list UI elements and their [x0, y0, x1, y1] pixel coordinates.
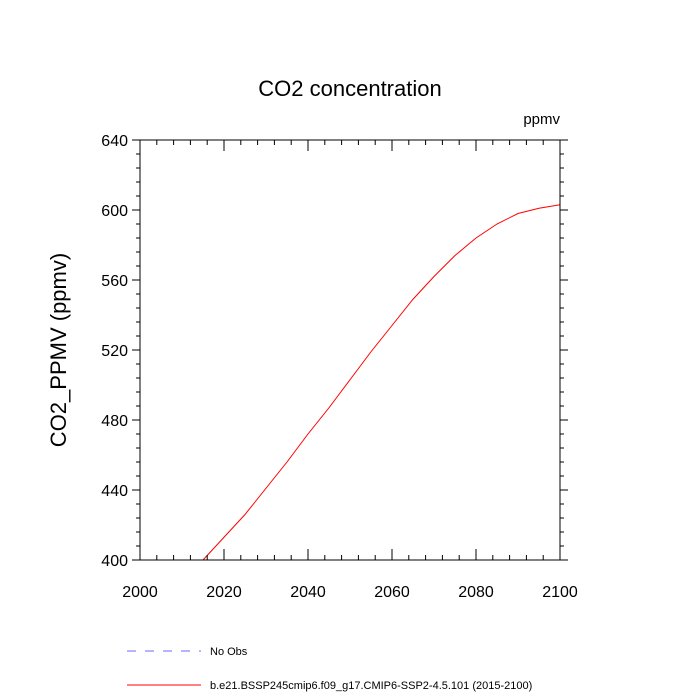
y-tick-label: 480 — [101, 413, 128, 430]
legend: No Obs b.e21.BSSP245cmip6.f09_g17.CMIP6-S… — [127, 646, 532, 692]
y-tick-label: 560 — [101, 273, 128, 290]
y-tick-label: 600 — [101, 203, 128, 220]
x-tick-label: 2100 — [542, 584, 578, 601]
plot-lines — [202, 204, 561, 561]
legend-label-1: b.e21.BSSP245cmip6.f09_g17.CMIP6-SSP2-4.… — [210, 680, 532, 692]
y-tick-label: 640 — [101, 133, 128, 150]
x-tick-label: 2060 — [374, 584, 410, 601]
x-tick-label: 2000 — [122, 584, 158, 601]
y-tick-label: 400 — [101, 553, 128, 570]
legend-label-0: No Obs — [210, 646, 248, 658]
y-tick-label: 520 — [101, 343, 128, 360]
y-axis-label: CO2_PPMV (ppmv) — [46, 253, 71, 447]
x-tick-label: 2020 — [206, 584, 242, 601]
plot-frame — [139, 139, 561, 561]
x-tick-label: 2040 — [290, 584, 326, 601]
axis-ticks — [132, 139, 568, 561]
y-tick-label: 440 — [101, 483, 128, 500]
x-tick-label: 2080 — [458, 584, 494, 601]
units-label: ppmv — [523, 111, 560, 128]
series-line-1 — [202, 204, 561, 561]
chart-title: CO2 concentration — [258, 76, 441, 101]
tick-labels: 2000 2020 2040 2060 2080 2100 400 440 480 520 560 6… — [101, 133, 578, 601]
